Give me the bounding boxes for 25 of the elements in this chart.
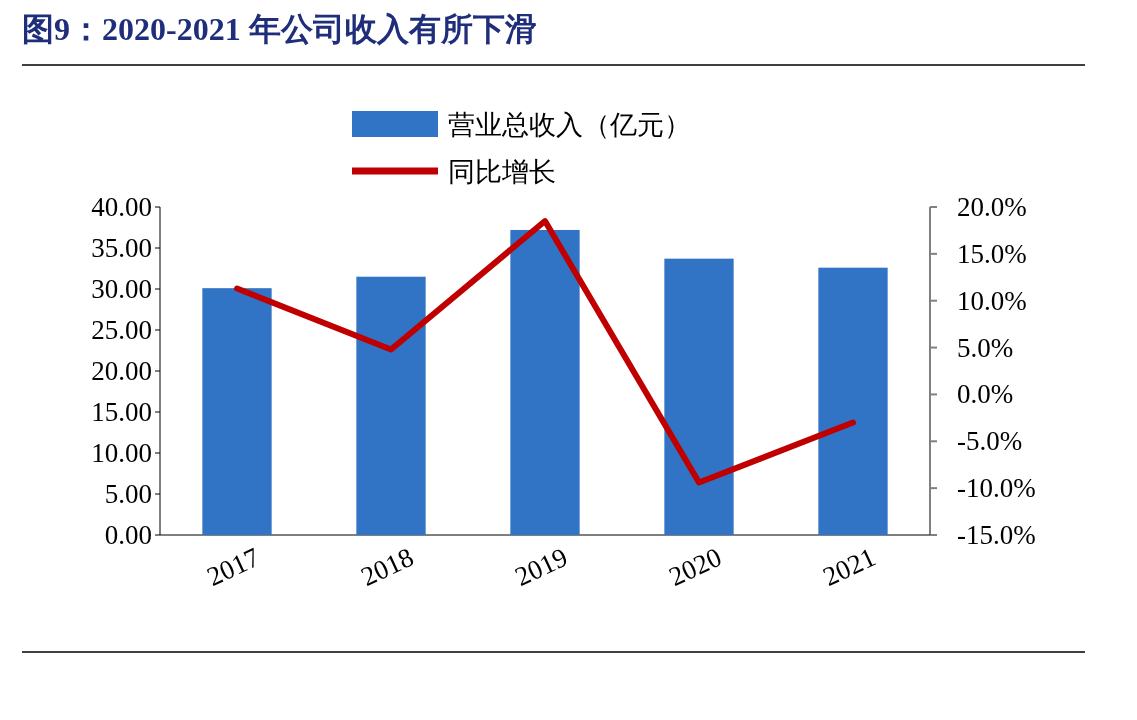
y2-tick-label: 10.0%: [957, 285, 1027, 316]
y2-tick-label: -15.0%: [957, 520, 1036, 550]
y2-tick-label: 0.0%: [957, 379, 1014, 410]
chart-title: 图9：2020-2021 年公司收入有所下滑: [22, 11, 537, 47]
y-tick-label: 25.00: [91, 315, 152, 345]
y-tick-label: 20.00: [91, 356, 152, 386]
y2-tick-label: -10.0%: [957, 473, 1036, 504]
x-tick-label: 2018: [356, 541, 419, 592]
y2-tick-label: 5.0%: [957, 332, 1014, 363]
legend-label: 营业总收入（亿元）: [448, 110, 691, 140]
y2-tick-label: -5.0%: [957, 426, 1023, 457]
y-tick-label: 35.00: [91, 233, 152, 263]
x-tick-label: 2021: [818, 541, 881, 592]
y2-tick-label: 15.0%: [957, 238, 1027, 269]
y-tick-label: 40.00: [91, 192, 152, 222]
y-tick-label: 5.00: [104, 479, 152, 509]
y-tick-label: 0.00: [104, 520, 152, 550]
y-tick-label: 15.00: [91, 397, 152, 427]
x-tick-label: 2020: [664, 541, 727, 592]
y-tick-label: 10.00: [91, 438, 152, 468]
y2-tick-label: 20.0%: [957, 192, 1027, 222]
legend-label: 同比增长: [448, 157, 556, 187]
y-tick-label: 30.00: [91, 274, 152, 304]
x-tick-label: 2017: [202, 541, 265, 592]
x-tick-label: 2019: [510, 541, 573, 592]
